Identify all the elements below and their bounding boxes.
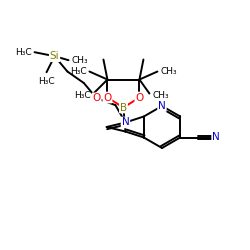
Text: O: O bbox=[103, 92, 112, 102]
Text: O: O bbox=[92, 93, 101, 103]
Text: B: B bbox=[120, 102, 127, 113]
Text: N: N bbox=[122, 118, 129, 128]
Text: H₃C: H₃C bbox=[38, 77, 55, 86]
Text: H₃C: H₃C bbox=[70, 67, 86, 76]
Text: CH₃: CH₃ bbox=[152, 91, 169, 100]
Text: CH₃: CH₃ bbox=[72, 56, 88, 65]
Text: CH₃: CH₃ bbox=[160, 67, 177, 76]
Text: N: N bbox=[212, 132, 220, 142]
Text: O: O bbox=[135, 92, 143, 102]
Text: Si: Si bbox=[50, 51, 59, 61]
Text: N: N bbox=[158, 101, 166, 111]
Text: H₃C: H₃C bbox=[15, 48, 32, 57]
Text: H₃C: H₃C bbox=[74, 91, 90, 100]
